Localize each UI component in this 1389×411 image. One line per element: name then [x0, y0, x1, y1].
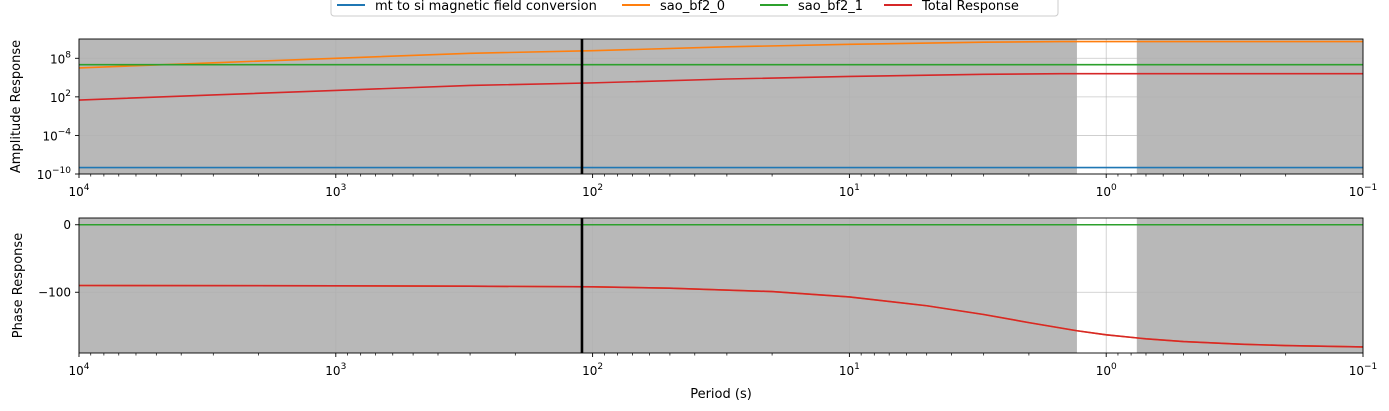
legend-label: sao_bf2_1 [798, 0, 863, 14]
x-tick-label-exp: 0 [1111, 183, 1117, 193]
legend: mt to si magnetic field conversion sao_bf… [330, 0, 1059, 17]
x-tick-label: 101 [839, 362, 860, 378]
series-line-total-response [79, 284, 1363, 348]
legend-label: Total Response [921, 0, 1019, 14]
x-tick-label-exp: 4 [84, 362, 90, 372]
x-tick-label: 10−1 [1349, 362, 1378, 378]
legend-box [330, 0, 1059, 17]
x-tick-label-base: 10 [1349, 364, 1364, 378]
y-tick-label: 10−4 [42, 127, 71, 143]
shaded-band-1 [1136, 218, 1363, 353]
x-tick-label-exp: 2 [597, 183, 603, 193]
x-tick-label: 102 [582, 362, 603, 378]
x-tick-label: 104 [68, 362, 89, 378]
series-line-sao-bf2-0 [79, 40, 1363, 69]
x-tick-label-exp: 1 [854, 362, 860, 372]
x-tick-label: 103 [325, 362, 346, 378]
y-tick-label-exp: 2 [65, 89, 71, 99]
y-tick-label-exp: −4 [58, 127, 72, 137]
x-tick-label-exp: −1 [1364, 183, 1377, 193]
x-tick-label-base: 10 [325, 364, 340, 378]
x-tick-label-base: 10 [1096, 364, 1111, 378]
y-tick-label: 10−10 [37, 166, 72, 182]
x-tick-label-base: 10 [1349, 185, 1364, 199]
y-tick-label: 108 [50, 50, 71, 66]
x-tick-label-exp: 0 [1111, 362, 1117, 372]
x-tick-label-base: 10 [839, 364, 854, 378]
y-tick-label-base: 10 [50, 91, 65, 105]
x-tick-label: 102 [582, 183, 603, 199]
x-tick-label-base: 10 [839, 185, 854, 199]
x-tick-label: 100 [1096, 183, 1117, 199]
x-tick-label-base: 10 [68, 185, 83, 199]
y-tick-label-base: 10 [50, 52, 65, 66]
x-axis-title: Period (s) [690, 387, 752, 402]
y-tick-label-exp: 8 [65, 50, 71, 60]
x-tick-label-exp: 2 [597, 362, 603, 372]
x-tick-label-exp: 4 [84, 183, 90, 193]
x-tick-label: 101 [839, 183, 860, 199]
x-tick-label: 104 [68, 183, 89, 199]
legend-label: mt to si magnetic field conversion [375, 0, 597, 14]
x-tick-label-exp: 3 [341, 362, 347, 372]
amplitude-panel: 104 103 102 101 100 10−110−1010−4102108Amplit… [9, 38, 1378, 199]
y-tick-label: 102 [50, 89, 71, 105]
x-tick-label-base: 10 [68, 364, 83, 378]
y-tick-label-exp: −10 [52, 166, 71, 176]
y-tick-label: −100 [38, 285, 71, 299]
plot-frame [78, 217, 1364, 354]
x-tick-label-exp: 1 [854, 183, 860, 193]
series-line-total-response [79, 72, 1363, 101]
shaded-band-0 [79, 39, 1077, 174]
x-tick-label: 103 [325, 183, 346, 199]
y-axis-title: Phase Response [11, 233, 26, 338]
legend-label: sao_bf2_0 [660, 0, 725, 14]
x-tick-label-base: 10 [325, 185, 340, 199]
x-tick-label-base: 10 [1096, 185, 1111, 199]
x-tick-label-exp: −1 [1364, 362, 1377, 372]
plot-frame [78, 38, 1364, 175]
shaded-band-1 [1136, 39, 1363, 174]
x-tick-label-exp: 3 [341, 183, 347, 193]
y-tick-label-base: 10 [42, 129, 57, 143]
y-axis-title: Amplitude Response [9, 40, 24, 173]
x-tick-label-base: 10 [582, 185, 597, 199]
x-tick-label: 100 [1096, 362, 1117, 378]
x-tick-label: 10−1 [1349, 183, 1378, 199]
y-tick-label: 0 [63, 218, 71, 232]
x-tick-label-base: 10 [582, 364, 597, 378]
y-tick-label-base: 10 [37, 168, 52, 182]
